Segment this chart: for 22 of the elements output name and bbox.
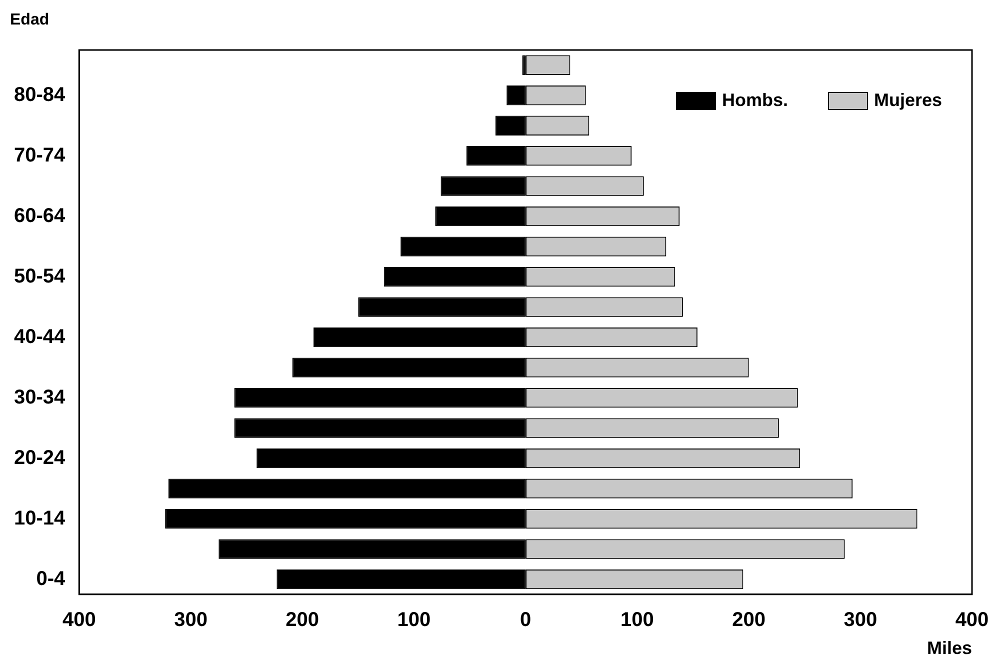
x-tick-label: 300 bbox=[844, 608, 878, 631]
y-tick-label: 0-4 bbox=[36, 568, 66, 590]
y-tick-label: 10-14 bbox=[14, 507, 66, 530]
legend-label: Hombs. bbox=[722, 90, 788, 111]
x-tick-label: 0 bbox=[520, 608, 532, 631]
x-tick-label: 200 bbox=[286, 608, 320, 631]
x-tick-label: 100 bbox=[397, 608, 431, 631]
y-tick-label: 50-54 bbox=[14, 265, 66, 288]
x-tick-label: 400 bbox=[955, 608, 989, 631]
y-tick-label: 20-24 bbox=[14, 446, 66, 469]
y-axis-title: Edad bbox=[10, 11, 50, 28]
x-tick-label: 300 bbox=[174, 608, 208, 631]
legend-label: Mujeres bbox=[874, 90, 942, 111]
x-axis-title: Miles bbox=[926, 638, 972, 658]
y-tick-label: 70-74 bbox=[14, 144, 66, 166]
x-tick-label: 100 bbox=[620, 608, 654, 631]
y-tick-label: 80-84 bbox=[14, 84, 66, 106]
y-tick-label: 30-34 bbox=[14, 386, 66, 408]
y-tick-label: 40-44 bbox=[14, 326, 66, 348]
y-tick-label: 60-64 bbox=[14, 204, 66, 227]
x-tick-label: 400 bbox=[62, 608, 96, 631]
x-tick-label: 200 bbox=[732, 608, 766, 631]
